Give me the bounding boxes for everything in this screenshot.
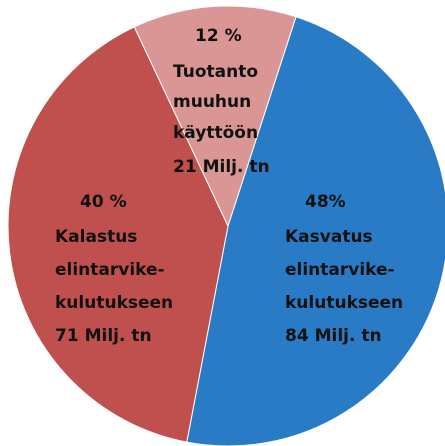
slice-label: 84 Milj. tn: [285, 326, 382, 346]
pie-slice: [133, 5, 297, 228]
slice-label: elintarvike-: [55, 260, 165, 280]
pie-slice: [7, 26, 229, 443]
slice-label: kulutukseen: [55, 293, 173, 313]
slice-label: muuhun: [173, 92, 251, 112]
percent-label: 48%: [305, 192, 346, 212]
slice-label: elintarvike-: [285, 260, 395, 280]
slice-label: Kasvatus: [285, 227, 373, 247]
slice-label: 71 Milj. tn: [55, 326, 152, 346]
slice-label: 21 Milj. tn: [173, 157, 270, 177]
percent-label: 12 %: [195, 26, 242, 46]
pie-slice: [186, 16, 445, 446]
slice-label: Tuotanto: [173, 62, 258, 82]
slice-label: Kalastus: [55, 227, 137, 247]
slice-label: käyttöön: [173, 123, 258, 143]
percent-label: 40 %: [80, 192, 127, 212]
slice-label: kulutukseen: [285, 293, 403, 313]
